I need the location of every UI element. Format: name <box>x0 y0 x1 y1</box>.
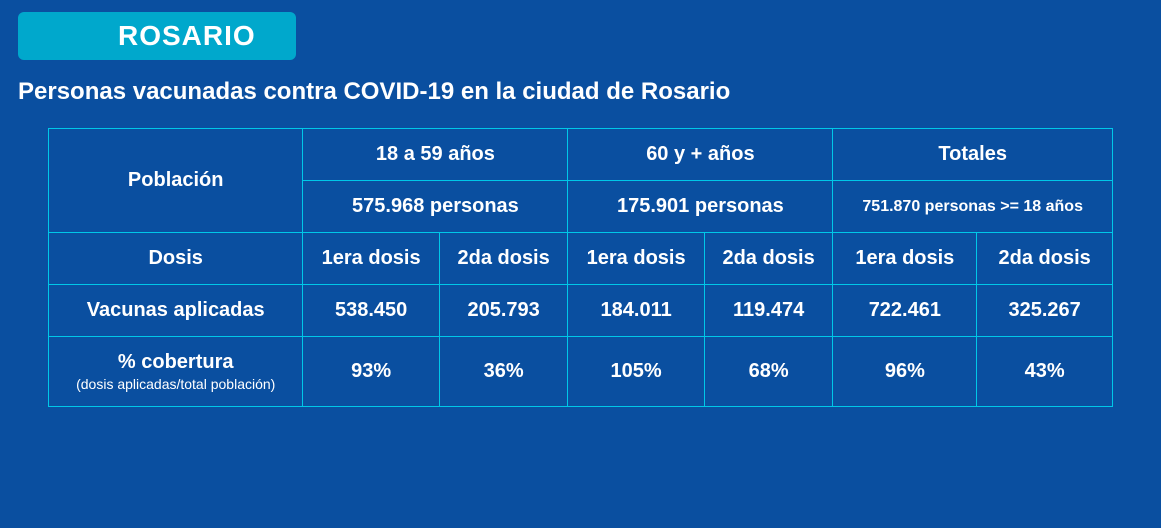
vacunas-g1d1: 538.450 <box>303 285 439 337</box>
header-group-18-59: 18 a 59 años <box>303 129 568 181</box>
row-cobertura-label: % cobertura (dosis aplicadas/total pobla… <box>49 337 303 407</box>
g2-d1-header: 1era dosis <box>568 233 704 285</box>
city-badge: ROSARIO <box>18 12 296 60</box>
header-group-totales: Totales <box>833 129 1113 181</box>
cobertura-g2d2: 68% <box>704 337 833 407</box>
row-dosis-label: Dosis <box>49 233 303 285</box>
pop-18-59: 575.968 personas <box>303 181 568 233</box>
cobertura-g3d2: 43% <box>977 337 1113 407</box>
pop-totales: 751.870 personas >= 18 años <box>833 181 1113 233</box>
cobertura-g1d2: 36% <box>439 337 568 407</box>
g3-d2-header: 2da dosis <box>977 233 1113 285</box>
cobertura-g3d1: 96% <box>833 337 977 407</box>
cobertura-main-label: % cobertura <box>118 351 234 373</box>
g1-d2-header: 2da dosis <box>439 233 568 285</box>
pop-60plus: 175.901 personas <box>568 181 833 233</box>
page-subtitle: Personas vacunadas contra COVID-19 en la… <box>18 78 1143 106</box>
cobertura-g2d1: 105% <box>568 337 704 407</box>
vacunas-g2d2: 119.474 <box>704 285 833 337</box>
cobertura-g1d1: 93% <box>303 337 439 407</box>
vacunas-g2d1: 184.011 <box>568 285 704 337</box>
vacunas-g1d2: 205.793 <box>439 285 568 337</box>
g3-d1-header: 1era dosis <box>833 233 977 285</box>
header-poblacion: Población <box>49 129 303 233</box>
vaccination-table: Población 18 a 59 años 60 y + años Total… <box>48 128 1113 407</box>
g1-d1-header: 1era dosis <box>303 233 439 285</box>
vacunas-g3d2: 325.267 <box>977 285 1113 337</box>
cobertura-note: (dosis aplicadas/total población) <box>57 376 294 392</box>
table-container: Población 18 a 59 años 60 y + años Total… <box>18 128 1143 407</box>
header-group-60plus: 60 y + años <box>568 129 833 181</box>
vacunas-g3d1: 722.461 <box>833 285 977 337</box>
row-vacunas-label: Vacunas aplicadas <box>49 285 303 337</box>
g2-d2-header: 2da dosis <box>704 233 833 285</box>
